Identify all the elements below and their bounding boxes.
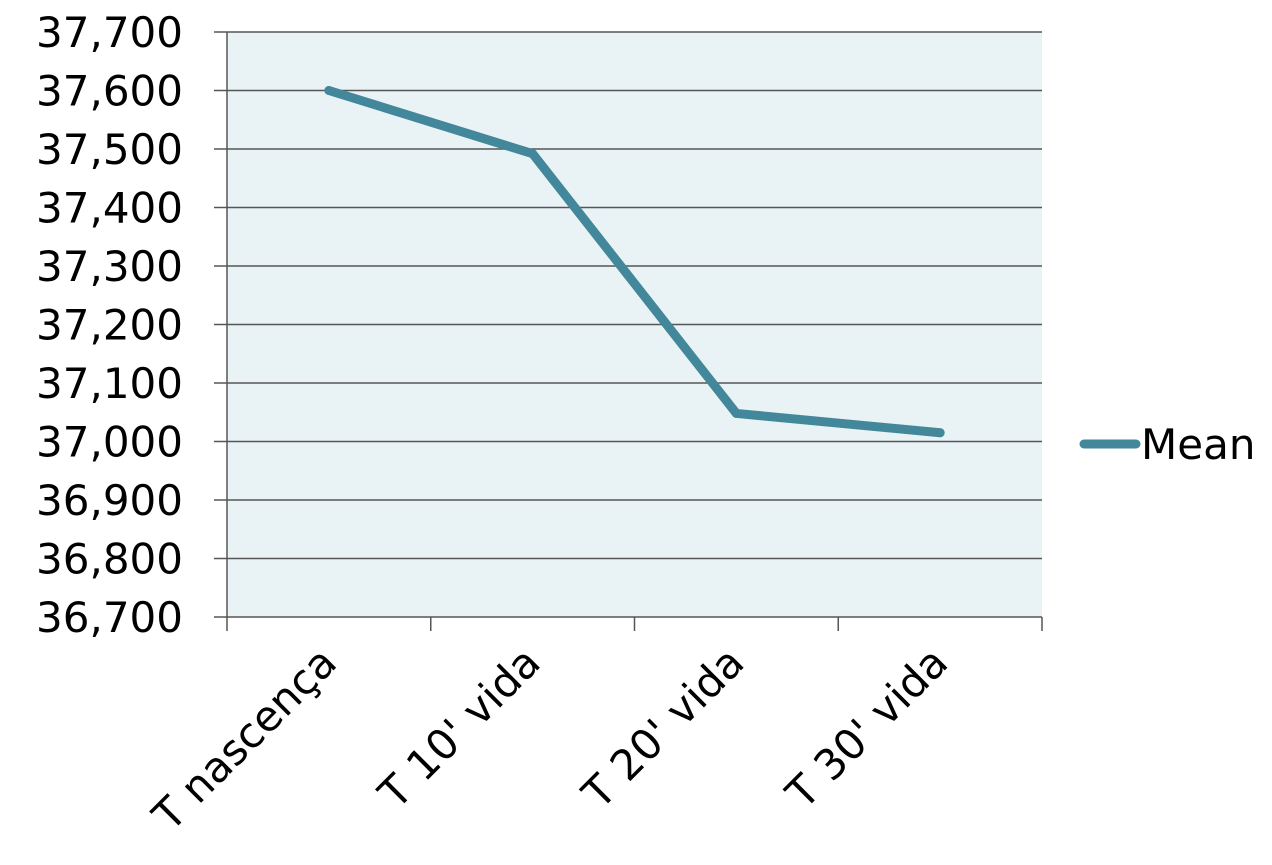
axes — [214, 31, 1043, 631]
x-tick-label: T 20' vida — [572, 637, 753, 818]
y-tick-label: 37,700 — [36, 8, 183, 57]
legend-label-mean: Mean — [1141, 420, 1255, 469]
y-tick-label: 37,300 — [36, 242, 183, 291]
data-point — [528, 149, 538, 159]
gridlines — [227, 31, 1042, 560]
y-tick-label: 37,000 — [36, 418, 183, 467]
x-tick-label: T nascença — [143, 637, 346, 840]
y-tick-label: 37,500 — [36, 125, 183, 174]
x-tick-label: T 10' vida — [368, 637, 549, 818]
data-point — [731, 408, 741, 418]
y-axis-tick-labels: 36,700 36,800 36,900 37,000 37,100 37,200 37,3… — [36, 8, 183, 642]
legend: Mean — [1079, 420, 1255, 469]
data-point — [324, 86, 334, 95]
y-tick-label: 36,900 — [36, 476, 183, 525]
y-tick-label: 36,800 — [36, 535, 183, 584]
series-line-mean — [324, 86, 945, 438]
y-tick-label: 36,700 — [36, 593, 183, 642]
x-axis-tick-labels: T nascença T 10' vida T 20' vida T 30' vida — [143, 637, 958, 840]
series-group — [324, 86, 945, 438]
y-tick-label: 37,600 — [36, 67, 183, 116]
data-point — [935, 428, 945, 438]
y-tick-label: 37,100 — [36, 359, 183, 408]
y-tick-label: 37,200 — [36, 301, 183, 350]
y-tick-label: 37,400 — [36, 184, 183, 233]
x-tick-label: T 30' vida — [776, 637, 957, 818]
